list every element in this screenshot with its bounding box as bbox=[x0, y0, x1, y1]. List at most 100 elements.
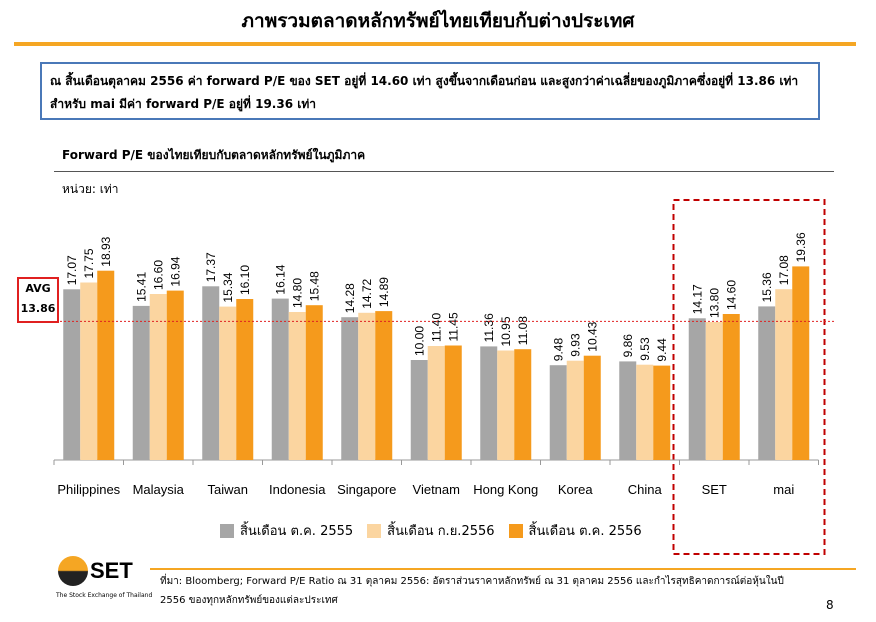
bar-korea-3 bbox=[583, 355, 601, 460]
bar-malaysia-2 bbox=[149, 294, 167, 460]
bar-indonesia-3 bbox=[305, 305, 323, 460]
data-label: 9.53 bbox=[638, 337, 652, 361]
chart-legend: สิ้นเดือน ต.ค. 2555 สิ้นเดือน ก.ย.2556 สิ้… bbox=[220, 520, 642, 541]
bar-philippines-3 bbox=[97, 270, 115, 460]
legend-label: สิ้นเดือน ต.ค. 2555 bbox=[240, 524, 354, 539]
bar-malaysia-3 bbox=[166, 290, 184, 460]
bar-mai-1 bbox=[758, 306, 776, 460]
data-label: 17.07 bbox=[65, 255, 79, 285]
data-label: 17.75 bbox=[82, 248, 96, 278]
bar-taiwan-2 bbox=[219, 306, 237, 460]
highlight-box bbox=[672, 199, 826, 555]
legend-label: สิ้นเดือน ก.ย.2556 bbox=[387, 524, 495, 539]
bar-taiwan-3 bbox=[236, 299, 254, 460]
bar-korea-1 bbox=[549, 365, 567, 460]
set-logo: SET The Stock Exchange of Thailand bbox=[56, 556, 152, 606]
unit-label: หน่วย: เท่า bbox=[62, 182, 119, 196]
bar-set-2 bbox=[705, 322, 723, 460]
data-label: 11.36 bbox=[482, 313, 496, 342]
bar-set-1 bbox=[688, 318, 706, 460]
bar-mai-3 bbox=[792, 266, 810, 460]
chart-title: Forward P/E ของไทยเทียบกับตลาดหลักทรัพย์… bbox=[62, 148, 366, 162]
legend-label: สิ้นเดือน ต.ค. 2556 bbox=[528, 524, 642, 539]
bar-hong-kong-3 bbox=[514, 349, 532, 460]
bar-hong-kong-1 bbox=[480, 346, 498, 460]
data-label: 15.41 bbox=[134, 272, 148, 302]
legend-swatch bbox=[367, 523, 382, 538]
legend-swatch bbox=[508, 523, 523, 538]
data-label: 16.94 bbox=[168, 256, 182, 286]
avg-value: 13.86 bbox=[20, 302, 56, 315]
data-label: 14.28 bbox=[343, 283, 357, 313]
x-tick-label: Singapore bbox=[337, 482, 396, 497]
bar-indonesia-1 bbox=[271, 298, 289, 460]
data-label: 16.60 bbox=[151, 260, 165, 290]
bar-vietnam-1 bbox=[410, 360, 428, 460]
data-label: 14.72 bbox=[360, 278, 374, 308]
data-label: 9.86 bbox=[621, 334, 635, 358]
data-label: 18.93 bbox=[99, 236, 113, 266]
logo-text: SET bbox=[90, 558, 133, 583]
data-label: 11.45 bbox=[446, 312, 460, 341]
data-label: 15.48 bbox=[307, 271, 321, 301]
legend-item: สิ้นเดือน ต.ค. 2555 bbox=[220, 520, 353, 541]
data-label: 15.36 bbox=[760, 272, 774, 302]
data-label: 10.00 bbox=[412, 326, 426, 356]
bar-taiwan-1 bbox=[202, 286, 220, 460]
bar-set-3 bbox=[722, 314, 740, 460]
x-tick-label: Hong Kong bbox=[473, 482, 538, 497]
data-label: 11.40 bbox=[429, 313, 443, 342]
logo-mark bbox=[58, 556, 88, 586]
data-label: 17.37 bbox=[204, 252, 218, 282]
data-label: 19.36 bbox=[794, 232, 808, 262]
data-label: 13.80 bbox=[707, 288, 721, 318]
title-rule bbox=[14, 42, 856, 46]
data-label: 9.44 bbox=[655, 338, 669, 362]
data-label: 10.95 bbox=[499, 316, 513, 346]
bar-singapore-1 bbox=[341, 317, 359, 460]
x-tick-label: Malaysia bbox=[133, 482, 185, 497]
x-tick-label: SET bbox=[702, 482, 727, 497]
x-tick-label: China bbox=[628, 482, 663, 497]
legend-swatch bbox=[220, 523, 234, 538]
data-label: 17.08 bbox=[777, 255, 791, 285]
data-label: 10.43 bbox=[585, 321, 599, 351]
data-label: 14.60 bbox=[724, 280, 738, 310]
data-label: 11.08 bbox=[516, 316, 530, 345]
x-tick-label: Vietnam bbox=[413, 482, 460, 497]
x-tick-label: mai bbox=[773, 482, 794, 497]
bar-mai-2 bbox=[775, 289, 793, 460]
data-label: 14.80 bbox=[290, 278, 304, 308]
legend-item: สิ้นเดือน ก.ย.2556 bbox=[367, 520, 495, 541]
bar-philippines-2 bbox=[80, 282, 98, 460]
x-tick-label: Philippines bbox=[57, 482, 120, 497]
footer-rule bbox=[150, 568, 856, 570]
logo-subtitle: The Stock Exchange of Thailand bbox=[56, 592, 153, 599]
x-tick-label: Taiwan bbox=[208, 482, 248, 497]
data-label: 15.34 bbox=[221, 272, 235, 302]
bar-vietnam-2 bbox=[427, 346, 445, 460]
bar-singapore-3 bbox=[375, 311, 393, 460]
bar-hong-kong-2 bbox=[497, 350, 515, 460]
page-title: ภาพรวมตลาดหลักทรัพย์ไทยเทียบกับต่างประเท… bbox=[241, 10, 635, 32]
bar-philippines-1 bbox=[63, 289, 81, 460]
data-label: 14.17 bbox=[690, 284, 704, 314]
bar-china-2 bbox=[636, 364, 654, 460]
bar-indonesia-2 bbox=[288, 312, 306, 460]
data-label: 16.14 bbox=[273, 264, 287, 294]
bar-china-3 bbox=[653, 365, 671, 460]
bar-malaysia-1 bbox=[132, 305, 150, 460]
bar-china-1 bbox=[619, 361, 637, 460]
data-label: 14.89 bbox=[377, 277, 391, 307]
avg-box: AVG 13.86 bbox=[17, 277, 59, 323]
x-tick-label: Korea bbox=[558, 482, 593, 497]
avg-label: AVG bbox=[25, 282, 51, 295]
bar-singapore-2 bbox=[358, 312, 376, 460]
data-label: 9.48 bbox=[551, 338, 565, 362]
summary-box: ณ สิ้นเดือนตุลาคม 2556 ค่า forward P/E ข… bbox=[40, 62, 820, 120]
page-number: 8 bbox=[826, 598, 834, 612]
chart-title-underline bbox=[54, 171, 834, 172]
bar-korea-2 bbox=[566, 360, 584, 460]
data-label: 16.10 bbox=[238, 265, 252, 295]
